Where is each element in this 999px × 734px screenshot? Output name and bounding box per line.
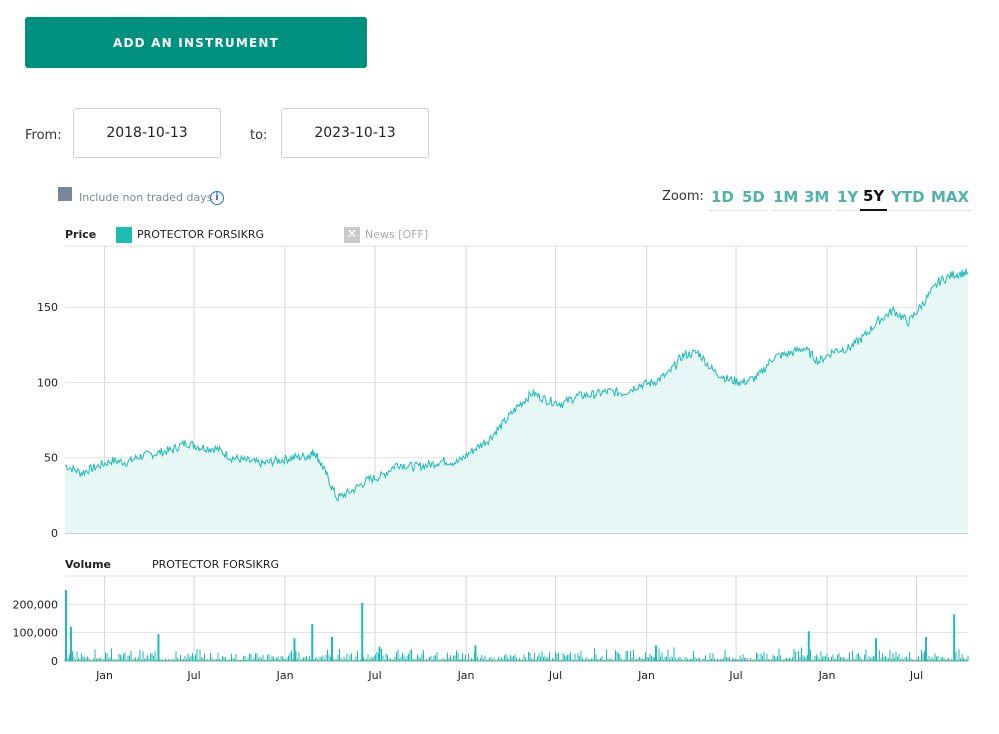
series-color-swatch[interactable] [116, 227, 132, 243]
x-tick-label: Jan [95, 669, 113, 682]
zoom-1y-button[interactable]: 1Y [834, 183, 862, 211]
volume-legend-title: Volume [65, 558, 111, 571]
price-series-name[interactable]: PROTECTOR FORSIKRG [137, 228, 265, 241]
non-traded-days-checkbox[interactable] [58, 187, 72, 201]
news-toggle-label[interactable]: News [OFF] [365, 228, 429, 241]
x-tick-label: Jan [818, 669, 836, 682]
price-area-fill [65, 268, 968, 533]
x-tick-label: Jul [909, 669, 923, 682]
volume-series-name: PROTECTOR FORSIKRG [152, 558, 280, 571]
y-tick-label: 0 [51, 527, 58, 540]
zoom-ytd-button[interactable]: YTD [888, 183, 928, 211]
y-tick-label: 150 [37, 301, 58, 314]
zoom-3m-button[interactable]: 3M [801, 183, 833, 211]
from-label: From: [25, 128, 62, 143]
zoom-5y-button[interactable]: 5Y [860, 183, 888, 211]
volume-tick-label: 200,000 [13, 598, 59, 611]
x-tick-label: Jan [276, 669, 294, 682]
volume-tick-label: 100,000 [13, 627, 59, 640]
zoom-5d-button[interactable]: 5D [739, 183, 768, 211]
x-tick-label: Jul [186, 669, 200, 682]
add-instrument-button[interactable]: ADD AN INSTRUMENT [25, 17, 367, 68]
x-tick-label: Jul [728, 669, 742, 682]
non-traded-days-label: Include non traded days [79, 191, 213, 204]
to-label: to: [250, 128, 268, 143]
to-date-input[interactable] [281, 108, 429, 158]
y-tick-label: 50 [44, 452, 58, 465]
zoom-max-button[interactable]: MAX [928, 183, 973, 211]
y-tick-label: 100 [37, 376, 58, 389]
price-legend-title: Price [65, 228, 97, 241]
from-date-input[interactable] [73, 108, 221, 158]
zoom-1m-button[interactable]: 1M [770, 183, 802, 211]
x-tick-label: Jul [548, 669, 562, 682]
volume-tick-label: 0 [51, 655, 58, 668]
news-toggle-icon[interactable]: ✕ [344, 227, 360, 243]
zoom-1d-button[interactable]: 1D [708, 183, 737, 211]
price-series-line [65, 268, 969, 502]
info-icon[interactable]: i [210, 191, 224, 205]
zoom-label: Zoom: [662, 189, 704, 204]
x-tick-label: Jul [367, 669, 381, 682]
x-tick-label: Jan [637, 669, 655, 682]
x-tick-label: Jan [457, 669, 475, 682]
